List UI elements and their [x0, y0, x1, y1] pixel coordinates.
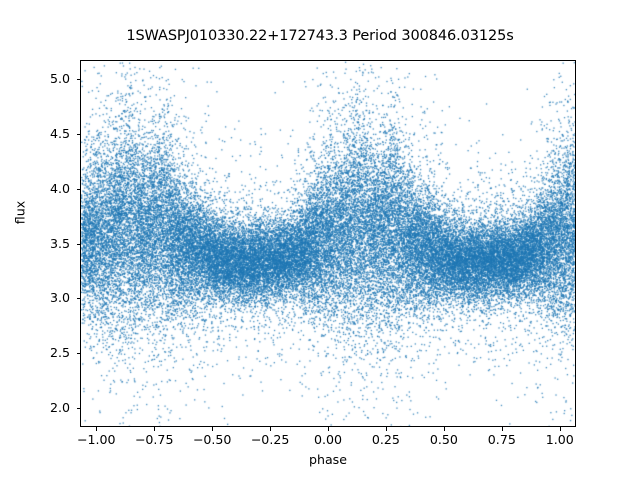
y-tick-mark — [76, 78, 80, 80]
x-tick-mark — [559, 427, 561, 431]
y-tick-mark — [76, 353, 80, 355]
y-tick-label: 2.5 — [49, 345, 70, 361]
x-tick-mark — [328, 427, 329, 431]
y-axis-label: flux — [12, 200, 28, 225]
x-tick-mark — [154, 427, 156, 431]
x-axis-label: phase — [308, 452, 347, 467]
x-tick-label: −0.50 — [192, 432, 232, 447]
y-tick-mark — [76, 408, 80, 410]
y-tick-mark — [76, 243, 80, 245]
x-tick-label: 0.25 — [371, 432, 400, 447]
x-tick-mark — [385, 427, 387, 431]
y-tick-mark — [76, 133, 80, 135]
x-tick-label: 0.00 — [313, 432, 343, 447]
x-tick-mark — [212, 427, 214, 431]
y-tick-mark — [76, 298, 80, 300]
x-tick-mark — [443, 427, 445, 431]
y-tick-label: 4.5 — [49, 125, 70, 141]
x-tick-mark — [96, 427, 98, 431]
y-tick-label: 3.5 — [49, 235, 70, 251]
y-tick-label: 4.0 — [49, 180, 70, 196]
x-tick-mark — [270, 427, 272, 431]
y-tick-label: 2.0 — [49, 400, 70, 416]
x-tick-label: −0.25 — [250, 432, 290, 447]
page-title: 1SWASPJ010330.22+172743.3 Period 300846.… — [126, 28, 514, 44]
x-tick-label: 1.00 — [545, 432, 574, 447]
x-tick-label: −1.00 — [76, 432, 116, 447]
y-tick-label: 3.0 — [49, 290, 70, 306]
x-tick-label: −0.75 — [134, 432, 174, 447]
scatter-plot-points — [81, 61, 575, 426]
plot-axes — [80, 60, 576, 427]
y-tick-label: 5.0 — [49, 70, 70, 86]
x-tick-mark — [501, 427, 503, 431]
x-tick-label: 0.50 — [429, 432, 458, 447]
y-tick-mark — [76, 188, 80, 190]
x-tick-label: 0.75 — [487, 432, 516, 447]
